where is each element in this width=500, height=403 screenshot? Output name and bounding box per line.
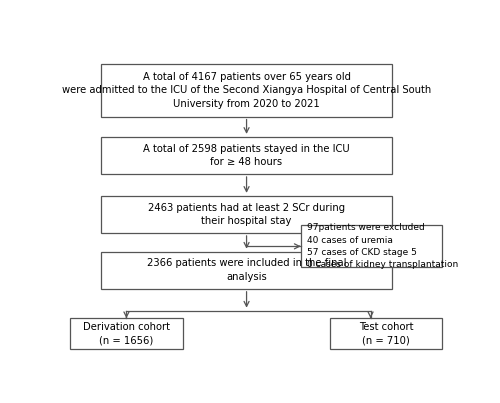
FancyBboxPatch shape	[101, 137, 392, 174]
FancyBboxPatch shape	[101, 196, 392, 233]
Text: A total of 2598 patients stayed in the ICU
for ≥ 48 hours: A total of 2598 patients stayed in the I…	[143, 143, 350, 167]
Text: Derivation cohort
(n = 1656): Derivation cohort (n = 1656)	[83, 322, 170, 346]
FancyBboxPatch shape	[301, 225, 442, 267]
Text: 2463 patients had at least 2 SCr during
their hospital stay: 2463 patients had at least 2 SCr during …	[148, 203, 345, 226]
Text: A total of 4167 patients over 65 years old
were admitted to the ICU of the Secon: A total of 4167 patients over 65 years o…	[62, 72, 431, 109]
FancyBboxPatch shape	[70, 318, 182, 349]
Text: 2366 patients were included in the final
analysis: 2366 patients were included in the final…	[147, 258, 346, 282]
Text: 97patients were excluded
40 cases of uremia
57 cases of CKD stage 5
0 cases of k: 97patients were excluded 40 cases of ure…	[306, 223, 458, 269]
FancyBboxPatch shape	[101, 64, 392, 116]
FancyBboxPatch shape	[330, 318, 442, 349]
Text: Test cohort
(n = 710): Test cohort (n = 710)	[359, 322, 414, 346]
FancyBboxPatch shape	[101, 251, 392, 289]
